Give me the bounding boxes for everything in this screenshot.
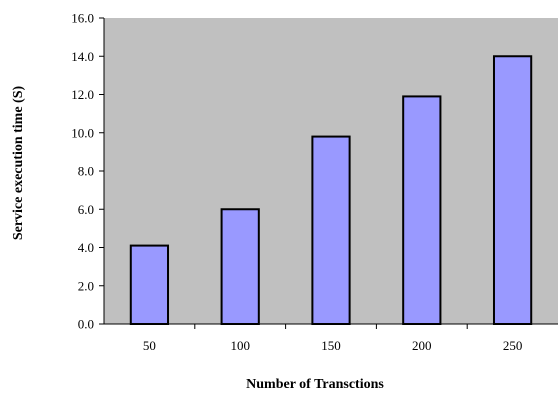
y-tick-label: 12.0 — [71, 87, 94, 102]
y-tick-label: 10.0 — [71, 125, 94, 140]
x-tick-label: 250 — [503, 338, 523, 353]
bar — [311, 135, 351, 325]
y-tick-label: 14.0 — [71, 49, 94, 64]
x-tick-label: 50 — [143, 338, 156, 353]
x-axis-ticks: 50 100 150 200 250 — [143, 324, 522, 353]
y-axis-title: Service execution time (S) — [11, 85, 26, 240]
y-tick-label: 6.0 — [78, 202, 94, 217]
y-tick-label: 16.0 — [71, 11, 94, 26]
bar — [220, 208, 260, 325]
y-tick-label: 4.0 — [78, 240, 94, 255]
bar — [129, 244, 170, 325]
y-tick-label: 2.0 — [78, 278, 94, 293]
x-tick-label: 200 — [412, 338, 432, 353]
x-axis-title: Number of Transctions — [246, 377, 384, 392]
bars-group — [129, 55, 533, 325]
y-axis-ticks: 0.0 2.0 4.0 6.0 8.0 10.0 12.0 14.0 16.0 — [71, 11, 104, 332]
y-tick-label: 0.0 — [78, 317, 94, 332]
x-tick-label: 100 — [230, 338, 250, 353]
bar — [402, 95, 442, 325]
y-tick-label: 8.0 — [78, 164, 94, 179]
x-tick-label: 150 — [321, 338, 341, 353]
bar — [492, 55, 533, 325]
